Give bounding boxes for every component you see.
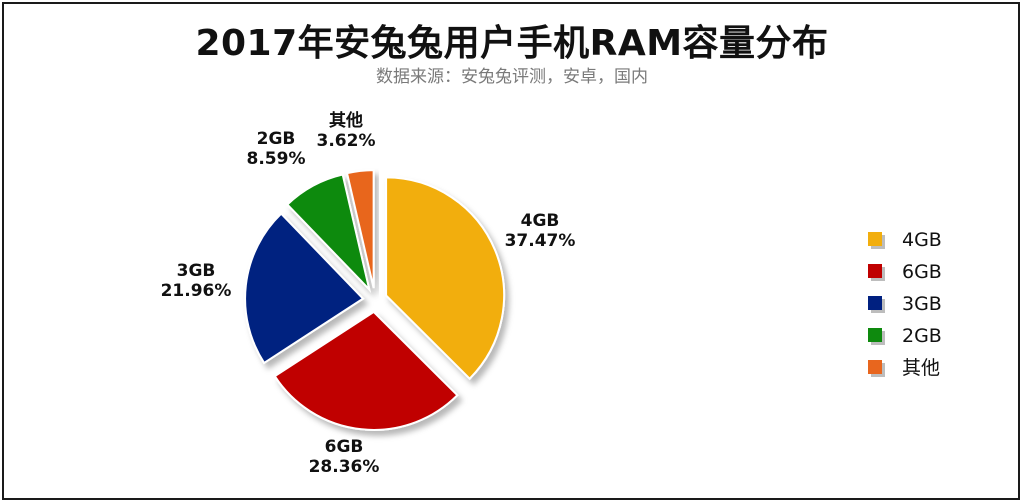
legend-swatch-4 [868,360,882,374]
legend-label-4: 其他 [902,357,940,379]
legend-swatch-2 [868,296,882,310]
slice-label-3: 2GB [257,129,296,149]
pie-slice-0 [385,176,506,381]
slice-label-4: 其他 [329,110,363,131]
slice-value-label-2: 21.96% [161,281,232,301]
pie-slice-1 [273,310,459,431]
legend-swatch-1 [868,264,882,278]
slice-value-label-4: 3.62% [317,131,376,151]
legend-swatch-3 [868,328,882,342]
slice-label-2: 3GB [177,261,216,281]
chart-subtitle: 数据来源：安兔兔评测，安卓，国内 [376,67,648,87]
slice-label-1: 6GB [325,437,364,457]
legend-label-1: 6GB [902,261,942,283]
legend: 4GB 6GB 3GB 2GB 其他 [868,229,942,379]
slice-value-label-1: 28.36% [309,457,380,477]
legend-label-3: 2GB [902,325,942,347]
slice-value-label-3: 8.59% [247,149,306,169]
pie-slice-2 [244,212,365,365]
legend-label-2: 3GB [902,293,942,315]
chart-title: 2017年安兔兔用户手机RAM容量分布 [195,23,829,64]
slice-value-label-0: 37.47% [505,231,576,251]
slice-label-0: 4GB [521,211,560,231]
legend-swatch-0 [868,232,882,246]
pie-slice-4 [345,169,375,289]
legend-label-0: 4GB [902,229,942,251]
pie-slices [244,169,506,431]
pie-slice-3 [285,173,372,293]
